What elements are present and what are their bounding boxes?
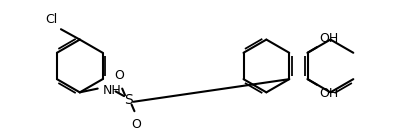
Text: S: S [124, 93, 133, 107]
Text: Cl: Cl [45, 13, 57, 26]
Text: OH: OH [318, 87, 337, 100]
Text: O: O [114, 69, 124, 82]
Text: OH: OH [318, 32, 337, 45]
Text: O: O [131, 118, 141, 131]
Text: NH: NH [102, 84, 121, 97]
